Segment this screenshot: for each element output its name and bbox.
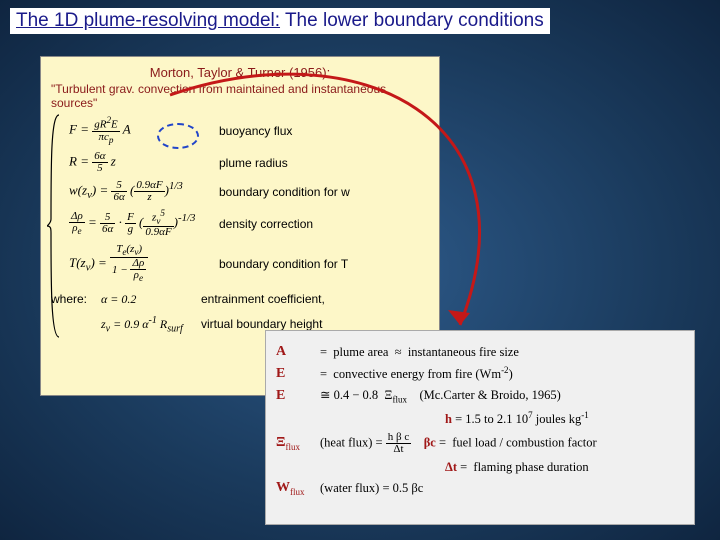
def-row-W: Wflux (water flux) = 0.5 βc <box>276 480 684 497</box>
eq-lhs: R = 6α5 z <box>69 151 219 174</box>
eq-lhs: F = gR2Eπcp A <box>69 116 219 145</box>
def-text: h = 1.5 to 2.1 107 joules kg-1 <box>320 410 684 427</box>
eq-lhs: w(zv) = 56α (0.9αFz)1/3 <box>69 180 219 203</box>
reference-subtitle: "Turbulent grav. convection from maintai… <box>51 82 429 110</box>
eq-row-density: Δρρe = 56α · Fg (zv50.9αF)-1/3 density c… <box>69 209 429 238</box>
def-row-xi: Ξflux (heat flux) = h β cΔt βc = fuel lo… <box>276 432 684 455</box>
def-text: = plume area ≈ instantaneous fire size <box>320 345 684 360</box>
def-symbol: A <box>276 344 320 360</box>
eq-lhs: T(zv) = Te(zv)1 − Δρρe <box>69 244 219 284</box>
def-row-h: h = 1.5 to 2.1 107 joules kg-1 <box>276 410 684 427</box>
def-text: (water flux) = 0.5 βc <box>320 481 684 496</box>
def-text: = convective energy from fire (Wm-2) <box>320 365 684 382</box>
def-row-dt: Δt = flaming phase duration <box>276 460 684 475</box>
eq-row-buoyancy: F = gR2Eπcp A buoyancy flux <box>69 116 429 145</box>
definitions-panel: A = plume area ≈ instantaneous fire size… <box>265 330 695 525</box>
where-label: where: <box>51 292 101 306</box>
def-text: Δt = flaming phase duration <box>320 460 684 475</box>
def-symbol: E <box>276 388 320 404</box>
eq-desc: density correction <box>219 217 313 231</box>
eq-desc: buoyancy flux <box>219 124 292 138</box>
where-row-alpha: where: α = 0.2 entrainment coefficient, <box>51 292 429 307</box>
where-desc: entrainment coefficient, <box>201 292 325 306</box>
where-eq: α = 0.2 <box>101 292 201 307</box>
title-part1: The 1D plume-resolving model: <box>16 10 280 31</box>
eq-row-T: T(zv) = Te(zv)1 − Δρρe boundary conditio… <box>69 244 429 284</box>
eq-row-radius: R = 6α5 z plume radius <box>69 151 429 174</box>
title-part2: The lower boundary conditions <box>280 10 544 31</box>
equation-rows: F = gR2Eπcp A buoyancy flux R = 6α5 z pl… <box>69 116 429 284</box>
where-eq: zv = 0.9 α-1 Rsurf <box>101 315 201 334</box>
def-row-E2: E ≅ 0.4 − 0.8 Ξflux (Mc.Carter & Broido,… <box>276 387 684 405</box>
slide-title: The 1D plume-resolving model: The lower … <box>10 8 550 34</box>
def-row-E: E = convective energy from fire (Wm-2) <box>276 365 684 382</box>
eq-desc: boundary condition for w <box>219 185 350 199</box>
def-symbol: E <box>276 366 320 382</box>
eq-lhs: Δρρe = 56α · Fg (zv50.9αF)-1/3 <box>69 209 219 238</box>
def-text: ≅ 0.4 − 0.8 Ξflux (Mc.Carter & Broido, 1… <box>320 387 684 405</box>
def-row-A: A = plume area ≈ instantaneous fire size <box>276 344 684 360</box>
def-symbol: Ξflux <box>276 435 320 452</box>
def-symbol: Wflux <box>276 480 320 497</box>
def-text: (heat flux) = h β cΔt βc = fuel load / c… <box>320 432 684 455</box>
eq-desc: boundary condition for T <box>219 257 348 271</box>
eq-desc: plume radius <box>219 156 288 170</box>
arrow-head <box>448 310 470 325</box>
reference-citation: Morton, Taylor & Turner (1956): <box>51 65 429 80</box>
eq-row-w: w(zv) = 56α (0.9αFz)1/3 boundary conditi… <box>69 180 429 203</box>
